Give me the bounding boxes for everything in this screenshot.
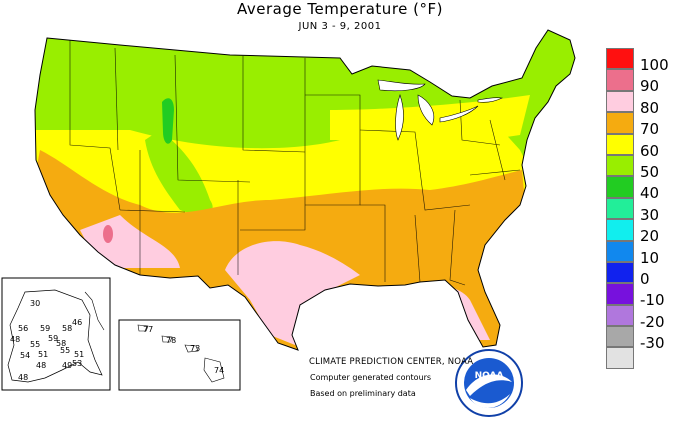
legend-swatch: [606, 219, 634, 241]
alaska-label: 48: [36, 361, 46, 370]
legend-row: [606, 347, 676, 369]
zone-50s-rockies: [145, 130, 213, 215]
alaska-border-line: [84, 291, 105, 331]
alaska-outline: [7, 289, 103, 383]
legend-swatch: [606, 304, 634, 327]
alaska-label: 46: [72, 318, 82, 327]
legend-row: 70: [606, 112, 676, 137]
legend-label: -20: [640, 312, 665, 331]
legend-swatch: [606, 176, 634, 198]
alaska-label: 51: [74, 350, 84, 359]
legend-row: -10: [606, 283, 676, 308]
legend-label: 60: [640, 141, 660, 160]
map-title: Average Temperature (°F): [237, 0, 443, 18]
credit-line-2: Based on preliminary data: [310, 389, 416, 398]
legend-swatch: [606, 48, 634, 70]
alaska-label: 56: [18, 324, 28, 333]
legend-row: 80: [606, 90, 676, 115]
zone-80s-texas: [225, 241, 360, 345]
legend-row: 0: [606, 261, 676, 286]
alaska-label: 48: [10, 335, 20, 344]
state-borders: [69, 40, 521, 286]
legend-row: 90: [606, 69, 676, 94]
noaa-bird-icon: [466, 374, 512, 396]
lake-huron: [417, 94, 435, 126]
hawaii-inset-frame: [118, 319, 241, 391]
hawaii-label: 73: [190, 344, 200, 353]
legend-label: 50: [640, 162, 660, 181]
legend-label: -30: [640, 334, 665, 353]
alaska-label: 53: [72, 359, 82, 368]
alaska-label: 51: [38, 350, 48, 359]
hawaii-label: 78: [166, 336, 176, 345]
island-maui: [184, 344, 199, 353]
island-hawaii: [203, 357, 225, 383]
legend-label: 20: [640, 227, 660, 246]
legend-label: 80: [640, 98, 660, 117]
alaska-label: 58: [62, 324, 72, 333]
credit-line-1: Computer generated contours: [310, 373, 432, 382]
legend-label: 100: [640, 56, 669, 74]
legend-label: 30: [640, 205, 660, 224]
legend-label: 40: [640, 184, 660, 203]
legend-swatch: [606, 133, 634, 155]
alaska-label: 48: [18, 373, 28, 382]
legend-row: -20: [606, 304, 676, 329]
lake-superior: [377, 79, 426, 92]
legend-row: -30: [606, 326, 676, 351]
alaska-inset: 30 56 59 58 48 55 59 58 55 54 51 51 48 4…: [1, 277, 111, 391]
noaa-logo: NOAA: [455, 349, 523, 417]
alaska-label: 49: [62, 361, 72, 370]
alaska-label: 59: [48, 334, 58, 343]
lake-michigan: [395, 94, 404, 141]
legend-swatch: [606, 154, 634, 177]
noaa-logo-disc: [464, 358, 514, 408]
credit-center: CLIMATE PREDICTION CENTER, NOAA: [309, 357, 474, 367]
legend-label: 0: [640, 269, 650, 288]
hawaii-label: 77: [143, 325, 153, 334]
island-kauai: [137, 324, 149, 332]
legend-label: 90: [640, 77, 660, 96]
legend-row: 10: [606, 240, 676, 265]
alaska-label: 55: [60, 346, 70, 355]
zone-90s: [103, 225, 113, 243]
legend-swatch: [606, 283, 634, 305]
legend-row: 30: [606, 197, 676, 222]
alaska-label: 30: [30, 299, 40, 308]
legend-swatch: [606, 240, 634, 262]
legend-row: 40: [606, 176, 676, 201]
alaska-label: 59: [40, 324, 50, 333]
legend-row: 60: [606, 133, 676, 158]
map-subtitle: JUN 3 - 9, 2001: [298, 21, 382, 32]
legend-swatch: [606, 90, 634, 113]
legend-label: 70: [640, 120, 660, 139]
us-outline: [34, 29, 576, 351]
hawaii-inset: 77 78 73 74: [118, 319, 241, 391]
legend-label: -10: [640, 291, 665, 310]
alaska-inset-frame: [1, 277, 111, 391]
legend-row: 50: [606, 154, 676, 179]
lake-ontario: [477, 97, 503, 103]
alaska-label: 54: [20, 351, 30, 360]
alaska-label: 55: [30, 340, 40, 349]
noaa-logo-text: NOAA: [475, 371, 504, 381]
legend-swatch: [606, 69, 634, 91]
hawaii-label: 74: [214, 366, 224, 375]
legend-swatch: [606, 326, 634, 348]
legend-swatch: [606, 347, 634, 369]
legend-swatch: [606, 112, 634, 134]
legend-swatch: [606, 261, 634, 284]
noaa-wave-icon: [470, 394, 510, 409]
zone-40s: [162, 98, 174, 144]
legend-label: 10: [640, 248, 660, 267]
lake-erie: [439, 105, 479, 123]
color-legend: 100 90 80 70 60 50 40 30 20 10 0 -10 -20 -30: [606, 48, 676, 369]
island-oahu: [161, 335, 173, 343]
legend-swatch: [606, 197, 634, 220]
legend-row: 100: [606, 48, 676, 73]
legend-row: 20: [606, 219, 676, 244]
alaska-label: 58: [56, 339, 66, 348]
